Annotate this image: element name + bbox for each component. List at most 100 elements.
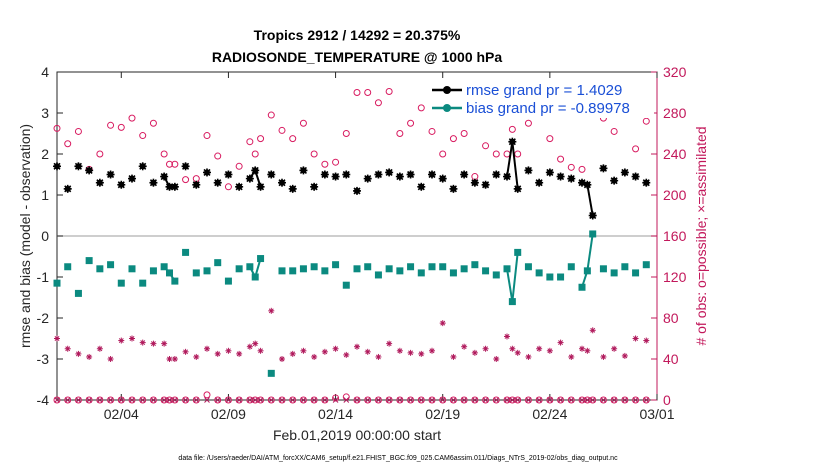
assimilated-obs-stroke	[547, 348, 553, 354]
rmse-point	[192, 180, 201, 189]
bias-point	[64, 263, 72, 271]
possible-obs-point	[374, 99, 382, 107]
bias-point	[267, 369, 275, 377]
assimilated-obs-point	[568, 353, 575, 360]
assimilated-obs-point-low	[429, 397, 435, 403]
y-axis-label: rmse and bias (model - observation)	[17, 124, 33, 348]
assimilated-obs-stroke	[584, 348, 590, 354]
assimilated-obs-stroke	[407, 397, 414, 403]
assimilated-obs-point	[139, 339, 146, 346]
x-tick-label: 02/14	[318, 406, 353, 422]
possible-obs-point	[642, 117, 650, 125]
rmse-point-ray	[557, 172, 565, 181]
assimilated-obs-stroke	[375, 354, 381, 360]
possible-obs-point-low	[107, 396, 115, 404]
y-tick-label: 3	[41, 105, 49, 121]
possible-obs-point	[257, 135, 265, 143]
assimilated-obs-stroke	[86, 354, 92, 360]
assimilated-obs-point	[504, 333, 510, 340]
assimilated-obs-point	[75, 350, 82, 357]
rmse-point-ray	[107, 170, 115, 179]
y2-tick-label: 80	[663, 310, 679, 326]
assimilated-obs-point-low	[622, 397, 628, 403]
assimilated-obs-stroke	[129, 336, 135, 341]
assimilated-obs-point-low	[386, 397, 392, 403]
assimilated-obs-stroke	[268, 308, 274, 314]
rmse-point	[449, 184, 458, 193]
possible-obs-point-low	[149, 396, 157, 404]
rmse-point	[160, 172, 169, 181]
legend-box	[428, 80, 654, 118]
possible-obs-point-low	[171, 396, 179, 404]
bias-point	[251, 273, 259, 281]
rmse-point-ray	[117, 181, 125, 189]
rmse-point-ray	[310, 183, 318, 191]
possible-obs-point-low	[621, 396, 629, 404]
y-tick-label: 4	[41, 64, 49, 80]
assimilated-obs-stroke	[214, 397, 221, 403]
assimilated-obs-stroke	[632, 397, 639, 403]
assimilated-obs-point	[193, 353, 200, 360]
assimilated-obs-point-low	[236, 397, 242, 403]
assimilated-obs-point	[611, 345, 618, 352]
assimilated-obs-stroke	[333, 346, 339, 352]
rmse-point	[213, 178, 222, 187]
assimilated-obs-point	[64, 345, 71, 352]
bias-point	[503, 265, 511, 273]
rmse-point-ray	[642, 179, 650, 187]
possible-obs-point-low	[417, 396, 425, 404]
bias-point	[385, 265, 393, 273]
y2-tick-label: 0	[663, 392, 671, 408]
bias-point	[508, 298, 516, 306]
series-layer	[53, 137, 651, 377]
assimilated-obs-stroke	[322, 397, 328, 403]
assimilated-obs-stroke	[258, 348, 264, 354]
rmse-point-ray	[214, 179, 222, 187]
assimilated-obs-point-low	[64, 397, 71, 403]
assimilated-obs-stroke	[461, 397, 467, 403]
possible-obs-point-low	[567, 396, 575, 404]
bias-point	[514, 248, 522, 256]
possible-obs-point	[74, 127, 82, 135]
assimilated-obs-stroke	[183, 349, 189, 355]
assimilated-obs-point-low	[504, 397, 510, 403]
rmse-point	[395, 172, 404, 181]
assimilated-obs-stroke	[311, 397, 317, 403]
bias-point	[310, 263, 318, 271]
possible-obs-point-low	[364, 396, 372, 404]
assimilated-obs-stroke	[108, 356, 114, 362]
assimilated-obs-point	[386, 340, 393, 347]
assimilated-obs-point	[509, 345, 516, 352]
rmse-point-ray	[257, 183, 265, 191]
rmse-point	[599, 164, 608, 173]
assimilated-obs-stroke	[622, 353, 628, 359]
assimilated-obs-point	[236, 350, 243, 357]
bias-point	[557, 273, 565, 281]
rmse-segment	[586, 184, 594, 216]
assimilated-obs-point-low	[107, 397, 114, 403]
assimilated-obs-point	[268, 307, 275, 314]
rmse-segment	[511, 141, 519, 189]
possible-obs-point-low	[299, 396, 307, 404]
assimilated-obs-point	[332, 345, 339, 352]
rmse-point-ray	[428, 170, 436, 179]
assimilated-obs-point-low	[482, 397, 489, 403]
assimilated-obs-point	[536, 345, 543, 352]
possible-obs-point-low	[289, 396, 297, 404]
assimilated-obs-point-low	[525, 397, 532, 403]
possible-obs-point	[449, 135, 457, 143]
assimilated-obs-stroke	[118, 338, 124, 344]
assimilated-obs-point-low	[257, 397, 264, 403]
rmse-point	[503, 172, 511, 181]
assimilated-obs-stroke	[300, 397, 307, 403]
rmse-point	[85, 166, 94, 175]
rmse-point-ray	[139, 162, 147, 170]
assimilated-obs-point	[375, 353, 382, 360]
assimilated-obs-point	[171, 356, 178, 362]
y2-axis: 320 280 240 200 160 120 80 40 0	[651, 64, 687, 408]
rmse-point-ray	[524, 166, 532, 174]
rmse-point-ray	[621, 168, 629, 177]
footnote: data file: /Users/raeder/DAI/ATM_forcXX/…	[178, 455, 618, 462]
assimilated-obs-stroke	[514, 397, 521, 403]
possible-obs-point-low	[524, 396, 532, 404]
